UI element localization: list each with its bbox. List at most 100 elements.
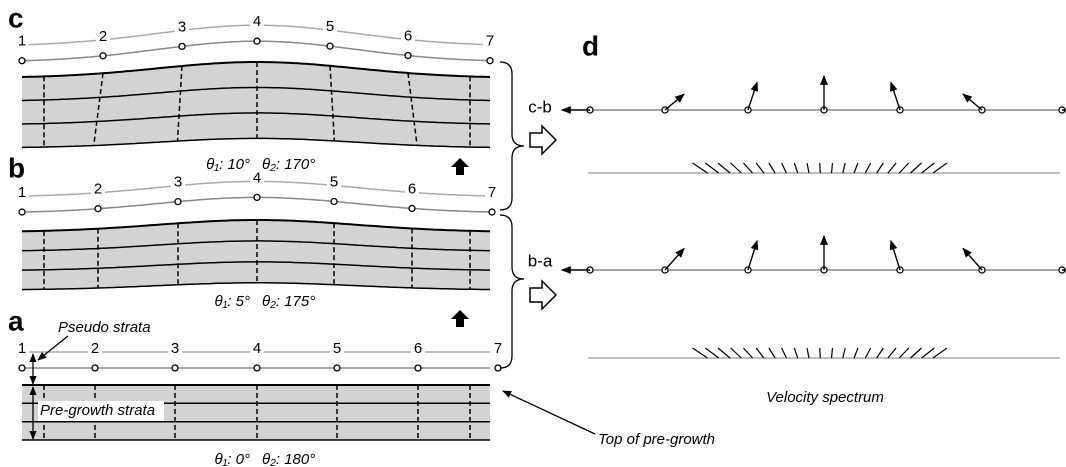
point-label: 5 <box>333 340 341 357</box>
point <box>175 199 181 205</box>
spectrum-tick <box>877 163 884 173</box>
velocity-arrow <box>748 241 757 270</box>
spectrum-tick <box>807 163 809 173</box>
spectrum-tick <box>731 163 742 173</box>
point-label: 1 <box>18 340 26 357</box>
figure: c1234567θ₁: 10°θ₂: 170°b1234567θ₁: 5°θ₂:… <box>0 0 1066 467</box>
point-label: 5 <box>330 173 338 190</box>
spectrum-tick <box>865 348 870 358</box>
spectrum-tick <box>769 163 775 173</box>
spectrum-tick <box>743 348 752 358</box>
spectrum-tick <box>718 348 730 358</box>
point-label: 2 <box>91 340 99 357</box>
point <box>172 365 178 371</box>
up-arrow <box>451 158 469 175</box>
point <box>331 198 337 204</box>
spectrum-tick <box>854 348 858 358</box>
point-label: 4 <box>253 340 261 357</box>
velocity-caption: Velocity spectrum <box>766 389 884 406</box>
spectrum-tick <box>865 163 870 173</box>
spectrum-tick <box>782 348 787 358</box>
point-label: 3 <box>178 18 186 35</box>
point <box>100 53 106 59</box>
spectrum-tick <box>843 348 845 358</box>
pregrowth-label: Pre-growth strata <box>40 402 155 419</box>
point-label: 4 <box>253 13 261 30</box>
spectrum-tick <box>743 163 752 173</box>
spectrum-tick <box>756 163 764 173</box>
point <box>409 205 415 211</box>
up-arrow <box>451 310 469 327</box>
spectrum-tick <box>807 348 809 358</box>
brace <box>500 62 524 210</box>
point-label: 7 <box>494 340 502 357</box>
panel-label: a <box>8 305 24 336</box>
point <box>92 365 98 371</box>
point <box>327 43 333 49</box>
point <box>19 209 25 215</box>
strata-fill <box>22 220 490 290</box>
spectrum-tick <box>782 163 787 173</box>
spectrum-tick <box>794 348 797 358</box>
point <box>254 365 260 371</box>
step-label: c-b <box>528 97 552 116</box>
spectrum-tick <box>705 163 718 173</box>
angle-label: θ₂: 175° <box>262 293 315 310</box>
spectrum-tick <box>718 163 730 173</box>
spectrum-tick <box>832 163 833 173</box>
spectrum-tick <box>910 348 921 358</box>
spectrum-tick <box>731 348 742 358</box>
spectrum-tick <box>756 348 764 358</box>
point-label: 2 <box>99 28 107 45</box>
point <box>487 58 493 64</box>
point-label: 2 <box>94 181 102 198</box>
hollow-arrow <box>530 281 556 309</box>
velocity-arrow <box>963 94 982 110</box>
pointer <box>38 336 68 360</box>
point-label: 7 <box>488 184 496 201</box>
spectrum-tick <box>922 163 934 173</box>
hollow-arrow <box>530 126 556 154</box>
pseudo-strata-label: Pseudo strata <box>58 319 151 336</box>
velocity-arrow <box>748 82 757 110</box>
top-pregrowth-label: Top of pre-growth <box>598 431 715 448</box>
velocity-arrow <box>891 82 900 110</box>
point <box>334 365 340 371</box>
spectrum-tick <box>899 348 909 358</box>
velocity-arrow <box>665 249 684 270</box>
angle-label: θ₁: 0° <box>214 451 250 467</box>
angle-label: θ₂: 180° <box>262 451 315 467</box>
angle-label: θ₂: 170° <box>262 156 315 173</box>
point-label: 3 <box>174 174 182 191</box>
angle-label: θ₁: 5° <box>214 293 250 310</box>
spectrum-tick <box>794 163 797 173</box>
point-label: 7 <box>486 33 494 50</box>
point-label: 1 <box>18 33 26 50</box>
pointer <box>503 391 595 434</box>
spectrum-tick <box>922 348 934 358</box>
spectrum-tick <box>693 348 708 358</box>
point <box>95 206 101 212</box>
spectrum-tick <box>933 348 947 358</box>
spectrum-tick <box>769 348 775 358</box>
point <box>415 365 421 371</box>
spectrum-tick <box>888 348 896 358</box>
point-label: 6 <box>408 180 416 197</box>
point <box>179 43 185 49</box>
point <box>19 365 25 371</box>
panel-label: d <box>582 30 599 61</box>
point-label: 3 <box>171 340 179 357</box>
spectrum-tick <box>888 163 896 173</box>
point-label: 1 <box>18 184 26 201</box>
point-label: 4 <box>253 169 261 186</box>
spectrum-tick <box>933 163 947 173</box>
step-label: b-a <box>528 251 553 270</box>
panel-label: b <box>8 152 25 183</box>
velocity-arrow <box>891 241 900 270</box>
velocity-arrow <box>963 248 982 270</box>
spectrum-tick <box>843 163 845 173</box>
point <box>254 194 260 200</box>
point <box>489 209 495 215</box>
point-label: 6 <box>404 27 412 44</box>
